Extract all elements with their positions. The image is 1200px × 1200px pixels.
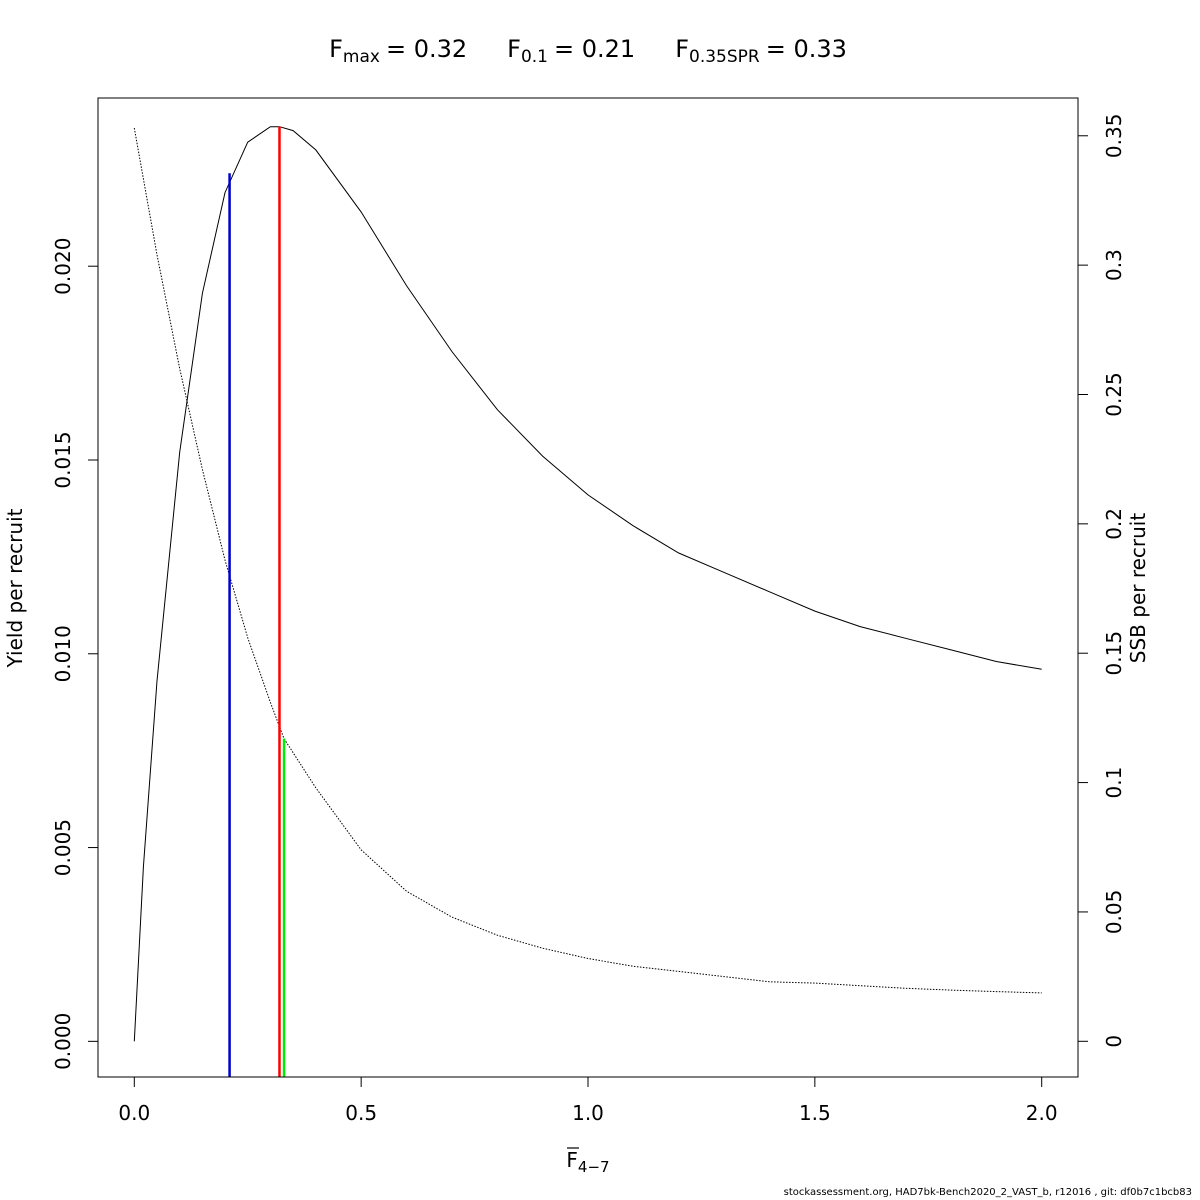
title-fmax-sub: max: [343, 47, 380, 67]
x-axis-label-base: F: [566, 1148, 578, 1172]
title-fspr-base: F: [675, 35, 689, 63]
y-right-tick-label: 0.35: [1102, 114, 1126, 159]
y-axis-right-label: SSB per recruit: [1126, 513, 1150, 664]
y-right-tick-label: 0.15: [1102, 631, 1126, 676]
x-tick-label: 1.5: [799, 1101, 831, 1125]
title-fmax-base: F: [329, 35, 343, 63]
y-left-tick-label: 0.005: [51, 819, 75, 876]
x-axis-label: F4−7: [566, 1148, 609, 1176]
footer-source: stockassessment.org, HAD7bk-Bench2020_2_…: [783, 1187, 1192, 1198]
y-left-tick-label: 0.000: [51, 1013, 75, 1070]
y-right-tick-label: 0.2: [1102, 508, 1126, 540]
x-tick-label: 0.5: [345, 1101, 377, 1125]
plot-frame: [97, 97, 1079, 1078]
y-right-tick-label: 0.25: [1102, 372, 1126, 417]
y-axis-left: 0.000 0.005 0.010 0.015 0.020: [51, 238, 99, 1070]
ypr-curve: [133, 126, 1042, 1042]
title-fspr-value: = 0.33: [766, 35, 847, 63]
x-axis-label-sub: 4−7: [578, 1158, 610, 1176]
y-left-tick-label: 0.010: [51, 625, 75, 682]
y-left-tick-label: 0.020: [51, 238, 75, 295]
chart-title: Fmax = 0.32 F0.1 = 0.21 F0.35SPR = 0.33: [329, 35, 847, 67]
x-axis: 0.0 0.5 1.0 1.5 2.0: [118, 1076, 1058, 1125]
x-tick-label: 2.0: [1026, 1101, 1058, 1125]
y-right-tick-label: 0.3: [1102, 249, 1126, 281]
title-fspr-sub: 0.35SPR: [689, 47, 760, 67]
title-fmax-value: = 0.32: [386, 35, 467, 63]
y-axis-left-label: Yield per recruit: [3, 508, 27, 668]
title-f01-value: = 0.21: [554, 35, 635, 63]
x-tick-label: 0.0: [118, 1101, 150, 1125]
title-f01-base: F: [507, 35, 521, 63]
y-right-tick-label: 0: [1102, 1035, 1126, 1048]
y-right-tick-label: 0.05: [1102, 890, 1126, 935]
x-tick-label: 1.0: [572, 1101, 604, 1125]
reference-lines-layer: [228, 126, 286, 1077]
curves-layer: [133, 126, 1042, 1042]
y-axis-right: 0 0.05 0.1 0.15 0.2 0.25 0.3 0.35: [1077, 114, 1126, 1048]
y-right-tick-label: 0.1: [1102, 767, 1126, 799]
y-left-tick-label: 0.015: [51, 431, 75, 488]
ssb-per-recruit-curve: [133, 127, 1042, 994]
title-f01-sub: 0.1: [521, 47, 548, 67]
